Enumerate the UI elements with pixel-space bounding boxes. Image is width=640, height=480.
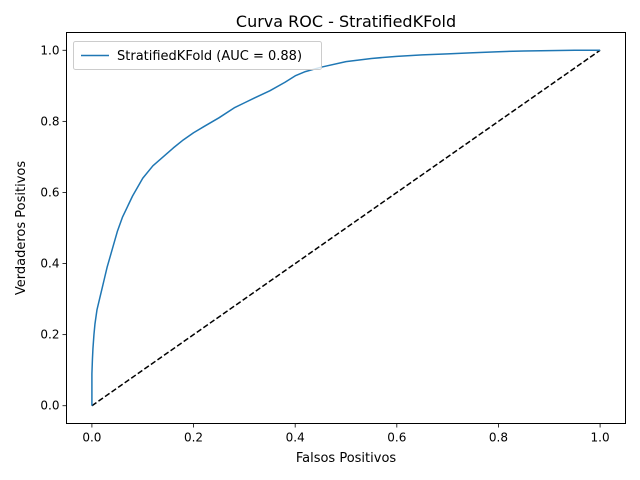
y-tick-label: 0.2: [40, 328, 59, 342]
chart-title: Curva ROC - StratifiedKFold: [236, 12, 456, 31]
diagonal-reference-line: [91, 49, 601, 407]
x-tick-label: 0.8: [489, 431, 508, 445]
y-tick-label: 0.8: [40, 114, 59, 128]
x-tick-label: 1.0: [591, 431, 610, 445]
y-axis-ticks: 0.0 0.2 0.4 0.6 0.8 1.0: [40, 43, 67, 413]
y-tick-label: 0.0: [40, 399, 59, 413]
x-axis-ticks: 0.0 0.2 0.4 0.6 0.8 1.0: [82, 423, 610, 445]
y-tick-label: 0.6: [40, 185, 59, 199]
x-tick-label: 0.4: [286, 431, 305, 445]
y-tick-label: 1.0: [40, 43, 59, 57]
x-tick-label: 0.0: [82, 431, 101, 445]
x-tick-label: 0.6: [387, 431, 406, 445]
series-layer: [91, 49, 601, 407]
plot-frame: [66, 32, 626, 424]
roc-curve-line: [91, 49, 601, 406]
legend: StratifiedKFold (AUC = 0.88): [73, 41, 322, 70]
y-tick-label: 0.4: [40, 257, 59, 271]
x-tick-label: 0.2: [184, 431, 203, 445]
y-axis-label: Verdaderos Positivos: [14, 161, 29, 295]
x-axis-label: Falsos Positivos: [296, 451, 397, 466]
legend-box: [73, 41, 322, 70]
legend-label-stratifiedkfold: StratifiedKFold (AUC = 0.88): [117, 49, 302, 64]
